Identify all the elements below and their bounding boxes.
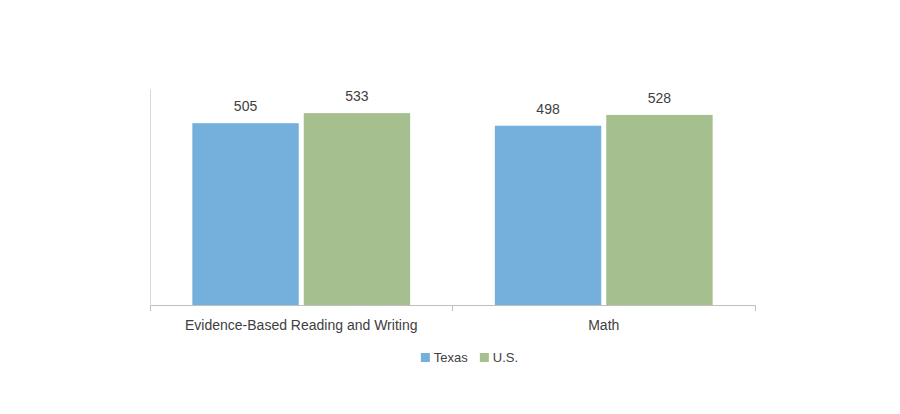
x-tick-label: Math <box>588 317 619 333</box>
data-label: 505 <box>234 98 258 114</box>
category-separator <box>452 305 453 311</box>
legend: Texas U.S. <box>421 350 518 365</box>
bar <box>606 115 712 305</box>
x-tick: Evidence-Based Reading and Writing <box>185 317 417 333</box>
bar <box>192 123 298 305</box>
data-label: 498 <box>536 101 560 117</box>
legend-swatch <box>480 353 489 362</box>
data-labels: 505 498 533 528 <box>234 88 671 117</box>
y-axis-line <box>150 90 151 306</box>
plot-area <box>192 113 712 305</box>
x-tick: Math <box>588 317 619 333</box>
x-tick-label: Evidence-Based Reading and Writing <box>185 317 417 333</box>
x-axis: Evidence-Based Reading and Writing Math <box>151 306 756 333</box>
data-label: 528 <box>648 90 672 106</box>
legend-item: U.S. <box>480 350 518 365</box>
bar <box>495 126 601 305</box>
legend-item: Texas <box>421 350 468 365</box>
legend-label: U.S. <box>493 350 518 365</box>
legend-label: Texas <box>434 350 468 365</box>
x-axis-line <box>151 306 756 312</box>
y-axis <box>150 90 151 306</box>
bar <box>304 113 410 305</box>
data-label: 533 <box>345 88 369 104</box>
chart-container: 505 498 533 528 Evidence-Based Reading and W… <box>0 0 900 414</box>
chart-svg: 505 498 533 528 Evidence-Based Reading and W… <box>0 0 900 414</box>
legend-swatch <box>421 353 430 362</box>
